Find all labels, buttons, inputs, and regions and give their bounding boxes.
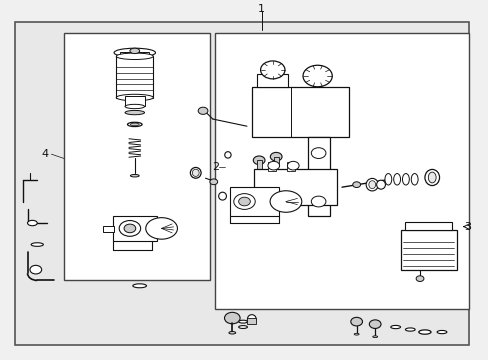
Ellipse shape: [125, 111, 144, 115]
Circle shape: [352, 182, 360, 188]
Ellipse shape: [133, 284, 146, 288]
Bar: [307, 137, 329, 216]
Circle shape: [198, 107, 207, 114]
Ellipse shape: [247, 315, 256, 324]
Ellipse shape: [372, 336, 377, 338]
Circle shape: [303, 65, 331, 87]
Circle shape: [368, 320, 380, 328]
Ellipse shape: [116, 53, 153, 59]
Ellipse shape: [238, 325, 247, 328]
Circle shape: [311, 148, 325, 158]
Circle shape: [287, 161, 299, 170]
Ellipse shape: [192, 169, 199, 176]
Ellipse shape: [116, 94, 153, 101]
Ellipse shape: [402, 174, 408, 185]
Circle shape: [253, 156, 264, 165]
Bar: [125, 96, 144, 107]
Circle shape: [260, 61, 285, 79]
Circle shape: [267, 161, 279, 170]
Ellipse shape: [218, 192, 226, 200]
Circle shape: [209, 179, 217, 185]
Circle shape: [238, 197, 250, 206]
Ellipse shape: [366, 179, 378, 191]
Ellipse shape: [130, 175, 139, 177]
Ellipse shape: [125, 104, 144, 109]
Ellipse shape: [427, 172, 435, 183]
Circle shape: [311, 196, 325, 207]
Bar: [251, 87, 348, 137]
Ellipse shape: [376, 180, 385, 189]
Bar: [400, 230, 456, 270]
Ellipse shape: [130, 123, 139, 126]
Ellipse shape: [393, 174, 400, 185]
Ellipse shape: [436, 330, 446, 334]
Bar: [15, 22, 468, 345]
Bar: [254, 169, 336, 205]
Ellipse shape: [405, 328, 414, 331]
Ellipse shape: [224, 152, 231, 158]
Ellipse shape: [228, 332, 235, 334]
Ellipse shape: [368, 181, 375, 189]
Ellipse shape: [384, 174, 391, 185]
Ellipse shape: [410, 174, 417, 185]
Text: 2: 2: [211, 162, 218, 172]
Bar: [267, 162, 275, 171]
Bar: [116, 56, 153, 98]
Bar: [229, 187, 278, 216]
Ellipse shape: [27, 220, 37, 226]
Bar: [103, 226, 114, 232]
Circle shape: [350, 318, 362, 326]
Circle shape: [233, 194, 255, 210]
Bar: [247, 319, 256, 324]
Ellipse shape: [127, 122, 142, 127]
Text: 3: 3: [464, 222, 470, 231]
Bar: [256, 74, 288, 87]
Circle shape: [30, 265, 41, 274]
Ellipse shape: [31, 243, 43, 246]
Bar: [287, 162, 295, 171]
Bar: [120, 51, 149, 57]
Circle shape: [415, 276, 423, 282]
Ellipse shape: [269, 191, 301, 212]
Bar: [273, 157, 278, 166]
Bar: [405, 222, 451, 230]
Bar: [215, 33, 468, 309]
Ellipse shape: [145, 218, 177, 239]
Circle shape: [224, 312, 240, 324]
Ellipse shape: [114, 48, 155, 57]
Ellipse shape: [190, 167, 201, 178]
Circle shape: [270, 152, 282, 161]
Bar: [64, 33, 210, 280]
Ellipse shape: [238, 320, 247, 323]
Circle shape: [119, 221, 141, 236]
Bar: [113, 216, 157, 241]
Ellipse shape: [130, 48, 140, 54]
Text: 1: 1: [258, 4, 264, 14]
Ellipse shape: [390, 325, 400, 329]
Ellipse shape: [418, 330, 430, 334]
Bar: [256, 160, 261, 169]
Ellipse shape: [424, 170, 439, 185]
Ellipse shape: [353, 333, 358, 335]
Text: 4: 4: [41, 149, 48, 159]
Circle shape: [124, 224, 136, 233]
